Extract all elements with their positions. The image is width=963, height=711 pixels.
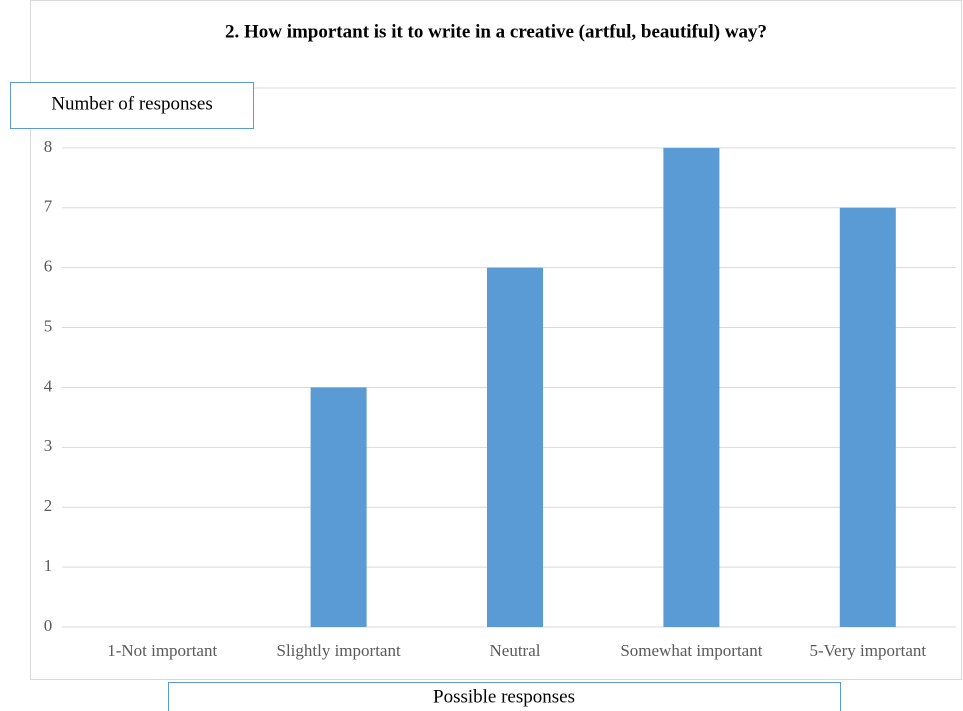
bar — [839, 207, 896, 627]
y-tick-label: 2 — [44, 496, 53, 515]
y-tick-label: 0 — [44, 616, 53, 635]
x-axis-title-box — [168, 682, 841, 711]
y-tick-label: 1 — [44, 556, 53, 575]
x-tick-label: 1-Not important — [107, 641, 217, 660]
x-tick-label: Slightly important — [276, 641, 400, 660]
x-tick-label: 5-Very important — [809, 641, 926, 660]
y-axis-title-box — [10, 82, 254, 129]
x-tick-label: Neutral — [490, 641, 541, 660]
x-axis-title: Possible responses — [433, 686, 575, 707]
chart-title: 2. How important is it to write in a cre… — [225, 21, 767, 42]
bar — [487, 267, 543, 627]
y-tick-label: 8 — [44, 137, 53, 156]
y-tick-label: 6 — [44, 257, 53, 276]
y-tick-label: 3 — [44, 436, 53, 455]
bar — [663, 147, 720, 627]
bar — [310, 387, 367, 627]
y-tick-label: 7 — [44, 197, 53, 216]
y-axis-title: Number of responses — [51, 93, 212, 114]
x-tick-label: Somewhat important — [620, 641, 762, 660]
y-tick-label: 4 — [44, 376, 53, 395]
y-tick-label: 5 — [44, 316, 53, 335]
